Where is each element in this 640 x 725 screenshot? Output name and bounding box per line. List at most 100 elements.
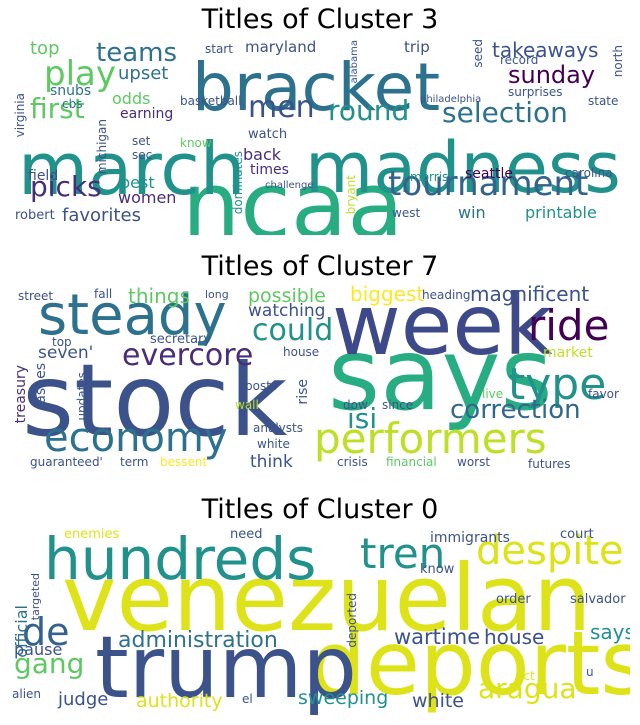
cluster-3-word-cloud: ncaa march madness bracket tournament men roun… [10,35,630,235]
word-white: white [412,690,464,712]
word-sweeping: sweeping [298,687,389,709]
word-think: think [250,452,293,472]
word-trip: trip [404,38,430,56]
word-enemies: enemies [64,527,120,542]
word-el: el [242,692,253,706]
word-treasury: treasury [13,365,29,424]
word-upset: upset [118,63,169,84]
word-picks: picks [30,170,102,203]
cluster-7-title: Titles of Cluster 7 [201,251,439,282]
word-isi: isi [347,402,378,435]
word-best: best [120,173,155,192]
word-judge: judge [58,689,109,710]
word-market: market [543,345,593,361]
word-performers: performers [314,414,547,463]
word-alien: alien [12,687,42,701]
word-dominates: dominates [231,151,245,215]
word-court: court [560,527,594,542]
word-magnificent: magnificent [470,283,590,306]
word-fall: fall [94,287,113,301]
word-updates: updates [75,372,89,421]
word-bryant: bryant [344,175,358,215]
word-targeted: targeted [29,573,42,621]
cluster-0-title: Titles of Cluster 0 [201,494,439,525]
word-wall: wall [235,398,259,412]
word-hundreds: hundreds [44,525,317,593]
cluster-7-word-cloud: stock says week steady economy performers type… [10,283,630,483]
word-carolina: carolina [565,166,613,180]
word-heading: heading [422,288,471,302]
word-printable: printable [525,203,597,222]
word-favor: favor [588,387,619,401]
word-challenge: challenge [265,180,314,191]
word-white: white [257,437,290,451]
word-economy: economy [44,415,228,461]
word-bracket: bracket [192,49,441,126]
word-crisis: crisis [337,455,368,469]
word-know: know [420,562,455,577]
word-house: house [283,345,320,359]
word-trump: trump [95,618,357,718]
word-de: de [22,610,70,654]
word-ashes: ashes [33,363,49,404]
word-set: set [132,134,151,148]
word-know: know [180,136,212,150]
word-maryland: maryland [245,38,317,56]
word-surprises: surprises [508,85,563,99]
word-madness: madness [305,127,621,209]
word-act: act [516,669,535,683]
word-deported: deported [345,593,359,648]
word-things: things [128,284,190,308]
word-ncaa: ncaa [182,152,404,236]
word-teams: teams [96,38,177,68]
word-win: win [458,203,486,222]
word-despite: despite [476,528,624,574]
word-alabama: alabama [349,40,360,84]
word-tren: tren [360,529,446,578]
word-west: west [392,206,421,220]
word-start: start [205,42,233,56]
word-biggest: biggest [350,283,425,306]
word-secretary: secretary [150,332,212,347]
word-robert: robert [15,208,55,223]
word-posts: posts [245,379,278,393]
word-field: field [28,168,59,184]
word-ride: ride [528,301,610,350]
word-women: women [118,188,177,207]
word-takeaways: takeaways [492,38,599,62]
cluster-0-word-cloud: venezuelan deports trump hundreds despite tre… [10,525,630,725]
word-snubs: snubs [50,83,92,99]
word-deports: deports [310,612,630,715]
word-play: play [44,54,116,94]
word-odds: odds [112,89,151,108]
word-week: week [332,283,553,374]
word-immigrants: immigrants [430,530,510,546]
word-futures: futures [528,457,571,471]
word-top: top [52,335,72,349]
word-guaranteed: guaranteed' [30,455,103,469]
word-seed: seed [471,39,485,68]
word-tournament: tournament [388,164,589,204]
word-correction: correction [450,395,581,425]
word-says: says [328,316,553,433]
word-says: says [590,620,630,644]
word-salvador: salvador [570,592,626,607]
word-steady: steady [38,283,227,348]
word-authority: authority [136,690,223,712]
word-house: house [484,625,545,649]
word-need: need [230,527,263,542]
word-favorites: favorites [62,205,141,226]
word-possible: possible [248,285,326,307]
word-dow: dow [343,398,368,412]
word-virginia: virginia [13,93,27,138]
word-seattle: seattle [465,166,513,182]
word-watch: watch [248,127,288,142]
word-sunday: sunday [508,61,596,89]
word-term: term [120,455,149,469]
word-watching: watching [248,301,326,321]
word-stock: stock [22,342,288,459]
word-administration: administration [118,628,278,653]
word-cbs: cbs [62,97,83,111]
word-philadelphia: philadelphia [420,94,482,105]
word-gang: gang [14,647,85,680]
